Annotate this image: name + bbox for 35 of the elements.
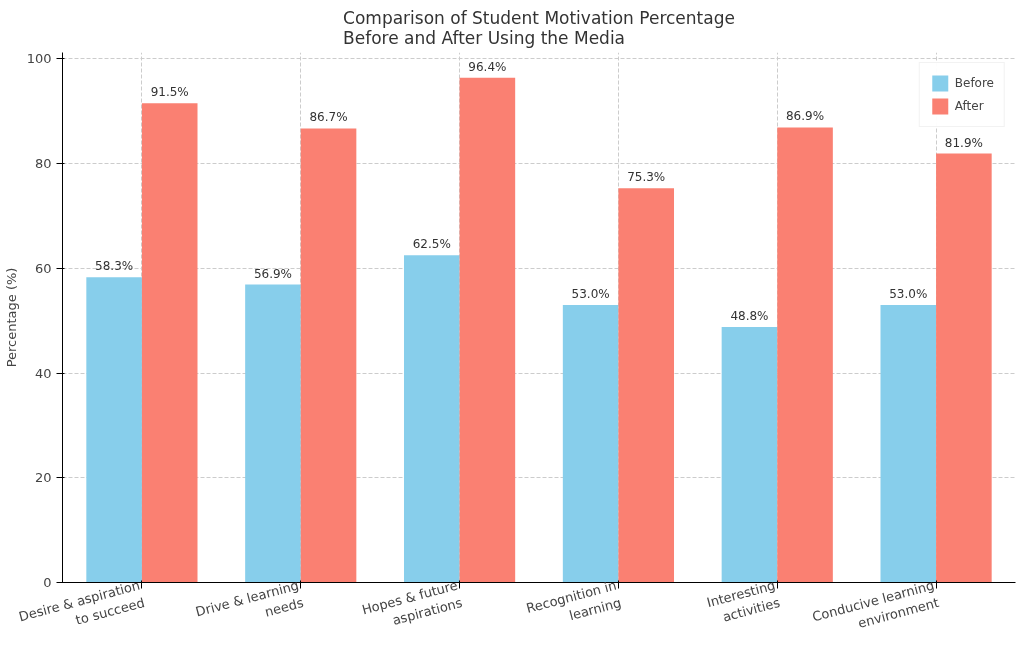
data-label: 62.5% <box>412 237 451 252</box>
y-tick-label: 80 <box>34 156 52 172</box>
data-label: 86.9% <box>785 109 825 124</box>
bar <box>936 153 992 583</box>
bar <box>403 255 460 583</box>
legend-label: After <box>954 99 984 113</box>
data-label: 96.4% <box>468 59 507 74</box>
bar <box>618 188 675 583</box>
y-axis-title: Percentage (%) <box>3 267 19 368</box>
data-label: 56.9% <box>253 266 293 281</box>
data-label: 53.0% <box>889 286 928 301</box>
y-tick-label: 60 <box>34 260 52 276</box>
bar <box>562 304 619 583</box>
bar <box>880 304 937 583</box>
data-label: 48.8% <box>730 308 769 323</box>
data-label: 53.0% <box>571 286 610 301</box>
y-tick-label: 20 <box>34 470 52 486</box>
x-tick-label: Drive & learning needs <box>194 577 306 620</box>
y-tick-label: 40 <box>34 365 52 381</box>
data-label: 86.7% <box>309 110 348 125</box>
bar <box>721 326 778 583</box>
bar <box>300 128 357 583</box>
data-label: 58.3% <box>95 259 134 274</box>
data-label: 91.5% <box>150 85 189 100</box>
y-tick-label: 100 <box>26 51 52 67</box>
bar <box>141 103 198 583</box>
bar <box>777 127 833 583</box>
legend-label: Before <box>954 76 994 90</box>
bar <box>245 284 301 583</box>
data-label: 75.3% <box>627 170 666 185</box>
bar <box>459 77 516 583</box>
y-tick-label: 0 <box>43 575 52 590</box>
data-label: 81.9% <box>944 135 983 150</box>
chart-title: Comparison of Student Motivation Percentage Before and After Using the Media <box>343 7 735 48</box>
bar <box>86 277 142 583</box>
